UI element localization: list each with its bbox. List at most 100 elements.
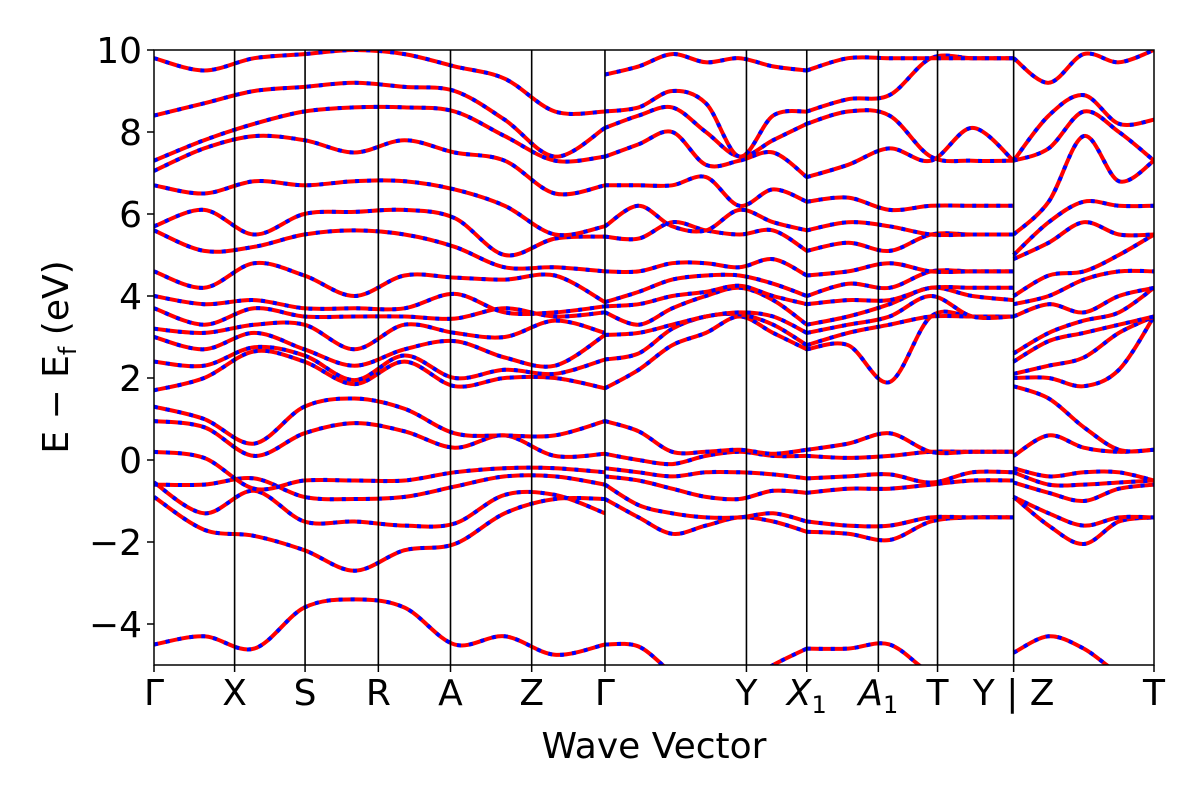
band-line-dashed-3-2	[1012, 495, 1154, 528]
band-line-0-12	[154, 291, 606, 317]
band-line-dashed-0-1	[154, 495, 606, 573]
band-line-1-12	[604, 272, 808, 305]
band-line-dashed-2-1	[806, 515, 1014, 543]
band-line-1-16	[605, 174, 808, 208]
band-line-dashed-2-14	[806, 231, 1014, 253]
band-line-3-20	[1012, 50, 1154, 85]
x-tick-label: Y | Z	[972, 673, 1055, 714]
x-tick-label: Γ	[144, 673, 164, 714]
y-tick-label: 2	[119, 359, 142, 400]
band-line-dashed-0-2	[154, 480, 606, 529]
band-line-dashed-3-3	[1013, 480, 1154, 504]
x-tick-label: Γ	[595, 673, 615, 714]
band-line-dashed-3-13	[1013, 268, 1154, 307]
band-line-1-0	[604, 641, 808, 665]
band-line-1-13	[604, 257, 808, 278]
band-line-dashed-3-12	[1012, 285, 1154, 319]
band-line-dashed-0-8	[154, 344, 606, 383]
band-line-dashed-1-7	[604, 314, 808, 391]
band-line-1-6	[604, 419, 808, 456]
band-line-0-14	[154, 228, 606, 274]
x-tick-label: T	[1142, 673, 1166, 714]
y-tick-label: 8	[119, 113, 142, 154]
band-line-dashed-0-12	[154, 291, 606, 317]
band-line-dashed-2-12	[806, 268, 1014, 298]
band-line-dashed-3-5	[1013, 466, 1154, 483]
band-line-2-19	[806, 53, 1014, 114]
kpath-lines	[233, 50, 1015, 665]
band-line-dashed-3-19	[1012, 93, 1154, 162]
band-line-0-17	[154, 133, 606, 197]
band-line-dashed-3-8	[1013, 315, 1154, 389]
band-line-dashed-3-7	[1012, 384, 1154, 454]
band-line-dashed-1-19	[604, 88, 808, 159]
band-line-dashed-0-15	[154, 207, 606, 258]
x-axis-label: Wave Vector	[542, 726, 767, 767]
band-line-2-13	[806, 261, 1014, 278]
band-line-0-18	[154, 104, 606, 164]
band-line-dashed-1-1	[604, 497, 808, 536]
y-axis-label-main: E − E	[36, 355, 77, 454]
band-line-dashed-3-1	[1012, 495, 1154, 546]
band-line-3-15	[1012, 220, 1154, 261]
y-axis-label-unit: (eV)	[36, 260, 77, 346]
band-line-dashed-2-19	[806, 53, 1014, 114]
band-line-dashed-0-5	[154, 419, 606, 459]
y-tick-label: −4	[89, 605, 142, 646]
band-line-3-1	[1012, 495, 1154, 546]
band-line-1-3	[604, 474, 807, 502]
x-tick-label: X	[222, 673, 247, 714]
y-tick-label: 10	[96, 31, 142, 72]
y-axis-label: E − Ef (eV)	[36, 260, 82, 453]
band-line-dashed-1-10	[604, 285, 808, 327]
band-line-dashed-2-2	[806, 514, 1014, 529]
band-line-dashed-1-13	[604, 257, 808, 278]
band-line-dashed-3-16	[1012, 199, 1154, 257]
band-line-2-16	[806, 195, 1014, 213]
band-line-dashed-2-18	[806, 108, 1014, 164]
band-line-dashed-3-17	[1012, 134, 1154, 237]
band-line-1-20	[604, 52, 808, 77]
y-axis-label-sub: f	[54, 346, 82, 355]
plot-area-frame	[153, 49, 1155, 666]
band-line-dashed-2-7	[806, 309, 1014, 385]
band-line-dashed-0-13	[154, 260, 606, 304]
band-line-2-3	[806, 478, 1014, 495]
band-line-dashed-1-6	[604, 419, 808, 456]
band-line-0-20	[154, 50, 606, 116]
band-line-dashed-1-0	[604, 641, 808, 665]
band-line-2-20	[806, 55, 1014, 73]
x-tick-label: Y	[734, 673, 758, 714]
band-line-dashed-2-4	[806, 469, 1014, 485]
x-tick-label: Z	[519, 673, 544, 714]
band-line-dashed-1-20	[604, 52, 808, 77]
band-line-dashed-0-16	[154, 178, 606, 238]
band-line-dashed-2-16	[806, 195, 1014, 213]
band-line-dashed-0-3	[154, 473, 606, 502]
band-line-1-15	[603, 203, 808, 234]
band-line-dashed-0-14	[154, 228, 606, 274]
band-line-dashed-3-0	[1012, 634, 1110, 665]
band-line-0-16	[154, 178, 606, 238]
band-line-dashed-1-14	[604, 220, 808, 253]
band-line-3-14	[1012, 232, 1154, 298]
y-tick-label: 6	[119, 195, 142, 236]
band-line-3-10	[1012, 314, 1154, 364]
band-line-2-7	[806, 309, 1014, 385]
band-line-dashed-2-0	[806, 641, 922, 665]
band-line-dashed-1-2	[603, 482, 808, 524]
band-line-dashed-2-11	[806, 284, 1014, 307]
x-tick-label: R	[366, 673, 391, 714]
band-line-1-14	[604, 220, 808, 253]
band-line-dashed-0-10	[154, 318, 606, 352]
band-line-0-7	[154, 348, 606, 393]
band-line-dashed-3-11	[1012, 286, 1154, 356]
y-tick-label: 4	[119, 277, 142, 318]
band-line-3-13	[1013, 268, 1154, 307]
band-line-dashed-3-14	[1012, 232, 1154, 298]
band-line-dashed-1-18	[604, 104, 808, 159]
band-line-dashed-2-13	[806, 261, 1014, 278]
band-line-dashed-1-9	[604, 310, 808, 337]
band-line-dashed-2-17	[806, 125, 1015, 180]
